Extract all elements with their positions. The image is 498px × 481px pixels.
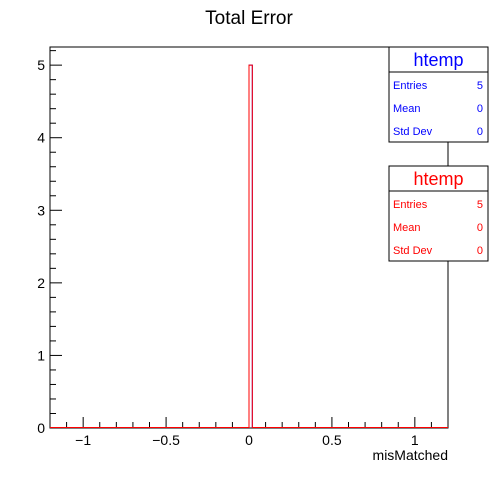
stat-box-frame [388, 165, 489, 262]
stat-box-2: htemp Entries 5 Mean 0 Std Dev 0 [388, 165, 489, 262]
chart-title: Total Error [205, 8, 293, 29]
histogram-series-2 [50, 64, 448, 428]
stat-row-label: Entries [393, 80, 428, 92]
y-tick-label: 1 [37, 347, 45, 363]
stat-boxes: htemp Entries 5 Mean 0 Std Dev 0 htemp Entries 5 M… [388, 46, 489, 262]
stat-row-value: 0 [477, 245, 483, 257]
stat-row-label: Mean [393, 103, 421, 115]
stat-row-value: 5 [477, 80, 483, 92]
stat-row-value: 0 [477, 103, 483, 115]
stat-row-label: Std Dev [393, 126, 433, 138]
y-axis: 0 1 2 3 4 5 [37, 50, 62, 436]
x-tick-label: 0 [245, 432, 253, 448]
stat-row-value: 0 [477, 126, 483, 138]
x-axis-label: misMatched [373, 447, 448, 463]
y-tick-label: 3 [37, 202, 45, 218]
histogram-bars [50, 64, 448, 428]
y-tick-label: 2 [37, 275, 45, 291]
x-tick-label: 0.5 [322, 432, 342, 448]
x-tick-label: −0.5 [152, 432, 180, 448]
stat-row-value: 0 [477, 222, 483, 234]
y-tick-label: 5 [37, 57, 45, 73]
stat-box-title: htemp [413, 169, 463, 189]
x-tick-label: −1 [75, 432, 91, 448]
stat-row-label: Entries [393, 199, 428, 211]
stat-box-title: htemp [413, 50, 463, 70]
x-tick-label: 1 [411, 432, 419, 448]
y-tick-label: 0 [37, 420, 45, 436]
stat-box-frame [388, 46, 489, 143]
stat-row-label: Std Dev [393, 245, 433, 257]
stat-row-value: 5 [477, 199, 483, 211]
stat-box-1: htemp Entries 5 Mean 0 Std Dev 0 [388, 46, 489, 143]
stat-row-label: Mean [393, 222, 421, 234]
y-tick-label: 4 [37, 130, 45, 146]
